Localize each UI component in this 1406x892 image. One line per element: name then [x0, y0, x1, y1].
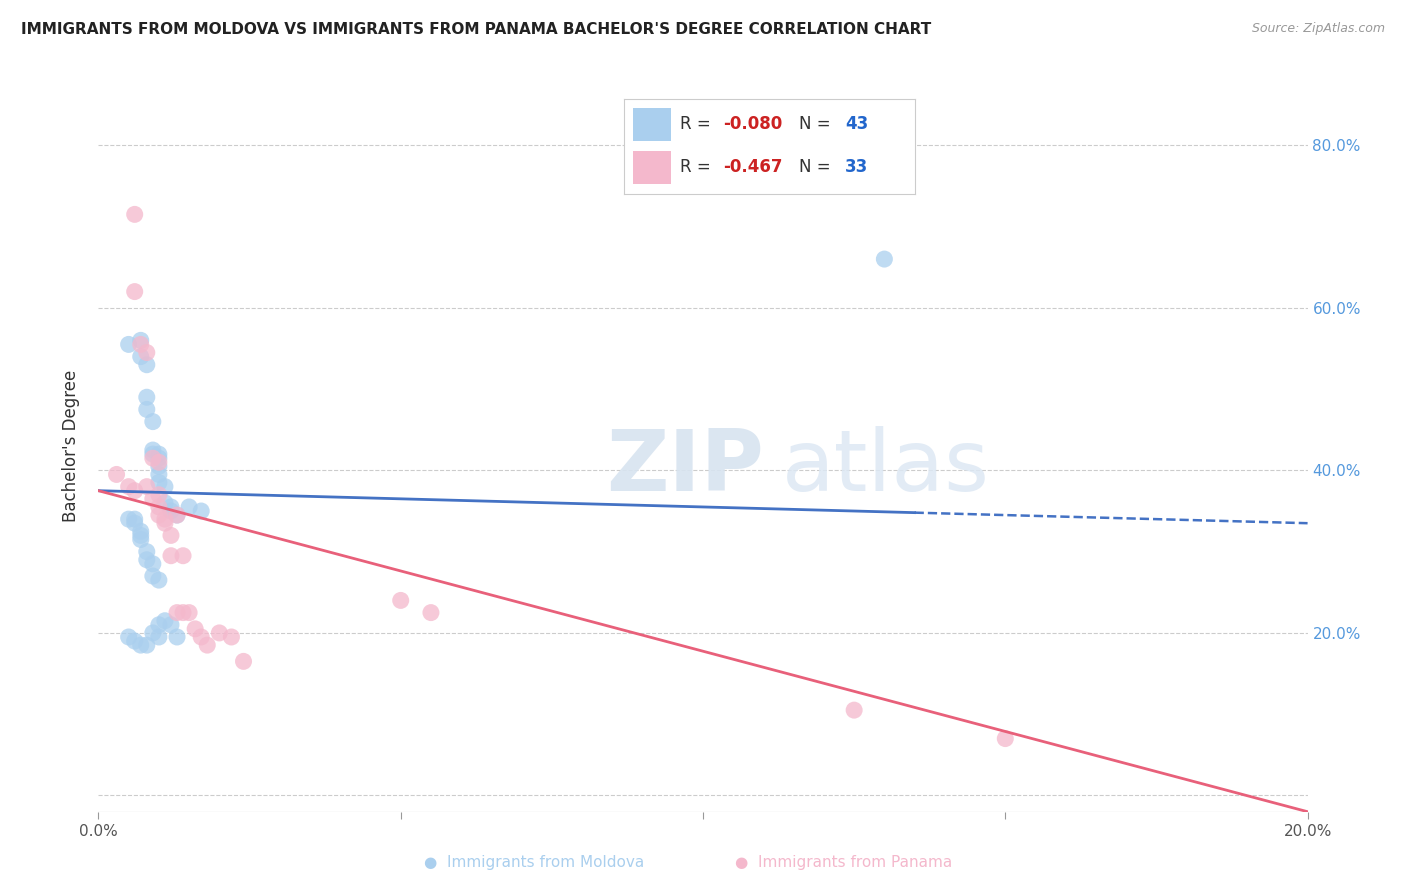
Point: [873, 252, 896, 266]
Point: [135, 480, 157, 494]
Point: [166, 508, 188, 522]
Point: [153, 496, 176, 510]
Point: [124, 207, 146, 221]
Point: [148, 459, 170, 474]
Point: [994, 731, 1017, 746]
Point: [142, 443, 165, 458]
Point: [148, 467, 170, 482]
Point: [148, 475, 170, 490]
Point: [172, 549, 194, 563]
Point: [118, 512, 141, 526]
Point: [153, 512, 176, 526]
Point: [195, 638, 218, 652]
Point: [129, 533, 152, 547]
Point: [160, 500, 183, 514]
Point: [135, 390, 157, 404]
Point: [148, 455, 170, 469]
Point: [153, 480, 176, 494]
Point: [135, 638, 157, 652]
Point: [129, 350, 152, 364]
Point: [184, 622, 207, 636]
Point: [124, 634, 146, 648]
Point: [153, 516, 176, 531]
Point: [166, 630, 188, 644]
Point: [221, 630, 243, 644]
Point: [153, 614, 176, 628]
Point: [142, 447, 165, 461]
Point: [166, 606, 188, 620]
Point: [179, 500, 201, 514]
Point: [148, 617, 170, 632]
Point: [160, 549, 183, 563]
Y-axis label: Bachelor's Degree: Bachelor's Degree: [62, 370, 80, 522]
Text: ZIP: ZIP: [606, 426, 763, 509]
Point: [844, 703, 866, 717]
Point: [172, 606, 194, 620]
Point: [148, 488, 170, 502]
Point: [190, 504, 212, 518]
Point: [160, 504, 183, 518]
Point: [118, 630, 141, 644]
Point: [232, 654, 254, 668]
Text: ●  Immigrants from Panama: ● Immigrants from Panama: [735, 855, 952, 870]
Point: [142, 569, 165, 583]
Point: [118, 337, 141, 351]
Point: [142, 415, 165, 429]
Point: [166, 508, 188, 522]
Point: [179, 606, 201, 620]
Point: [129, 334, 152, 348]
Point: [135, 358, 157, 372]
Point: [118, 480, 141, 494]
Point: [142, 626, 165, 640]
Point: [389, 593, 412, 607]
Point: [148, 447, 170, 461]
Point: [135, 544, 157, 558]
Point: [142, 491, 165, 506]
Point: [124, 512, 146, 526]
Point: [105, 467, 128, 482]
Point: [135, 402, 157, 417]
Text: IMMIGRANTS FROM MOLDOVA VS IMMIGRANTS FROM PANAMA BACHELOR'S DEGREE CORRELATION : IMMIGRANTS FROM MOLDOVA VS IMMIGRANTS FR…: [21, 22, 931, 37]
Point: [142, 451, 165, 466]
Point: [135, 553, 157, 567]
Point: [129, 638, 152, 652]
Text: atlas: atlas: [782, 426, 990, 509]
Point: [148, 630, 170, 644]
Point: [160, 528, 183, 542]
Point: [129, 524, 152, 539]
Point: [160, 617, 183, 632]
Point: [135, 345, 157, 359]
Point: [129, 337, 152, 351]
Point: [208, 626, 231, 640]
Point: [190, 630, 212, 644]
Point: [124, 483, 146, 498]
Text: ●  Immigrants from Moldova: ● Immigrants from Moldova: [425, 855, 644, 870]
Point: [148, 451, 170, 466]
Point: [148, 573, 170, 587]
Point: [148, 500, 170, 514]
Point: [148, 508, 170, 522]
Point: [129, 528, 152, 542]
Text: Source: ZipAtlas.com: Source: ZipAtlas.com: [1251, 22, 1385, 36]
Point: [124, 285, 146, 299]
Point: [124, 516, 146, 531]
Point: [420, 606, 443, 620]
Point: [142, 557, 165, 571]
